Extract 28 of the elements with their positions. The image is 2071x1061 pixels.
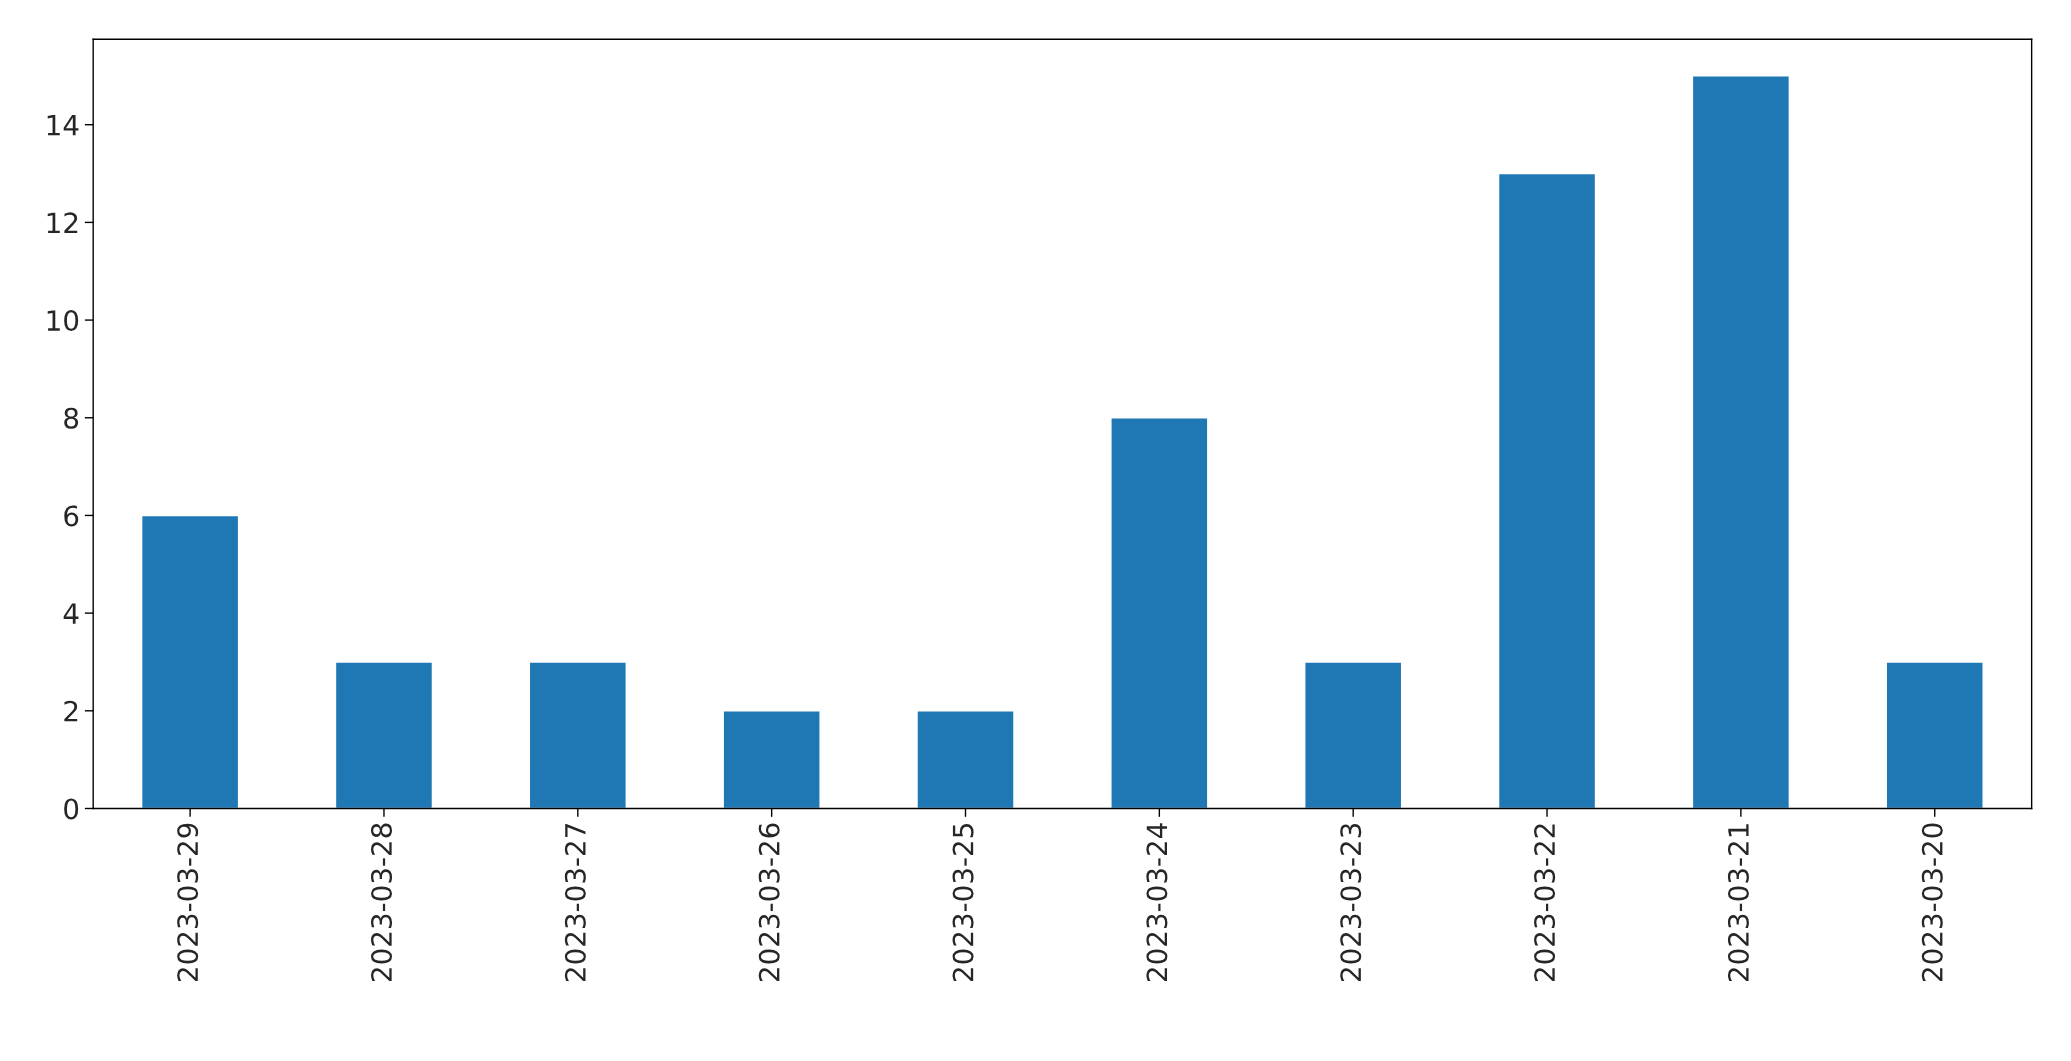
- y-tick-label: 14: [47, 115, 79, 136]
- bar: [334, 661, 434, 809]
- x-tick-label: 2023-03-26: [758, 823, 780, 982]
- bar: [140, 514, 240, 809]
- x-tick-label: 2023-03-21: [1727, 824, 1749, 982]
- y-tick-label: 8: [64, 407, 79, 429]
- bar: [528, 661, 627, 809]
- bar: [916, 710, 1015, 809]
- x-tick-label: 2023-03-20: [1921, 823, 1943, 982]
- bar: [1304, 661, 1403, 809]
- x-tick-label: 2023-03-22: [1534, 824, 1556, 982]
- x-tick-label: 2023-03-27: [564, 824, 586, 982]
- x-tick-label: 2023-03-24: [1146, 823, 1168, 982]
- y-tick-label: 10: [47, 310, 79, 332]
- y-tick-label: 2: [64, 700, 78, 722]
- bar: [1691, 75, 1791, 809]
- y-tick-label: 4: [63, 603, 79, 624]
- bar: [722, 710, 821, 809]
- x-tick-label: 2023-03-28: [371, 823, 393, 982]
- x-tick-label: 2023-03-25: [952, 824, 974, 982]
- bar: [1885, 661, 1984, 809]
- bar: [1110, 417, 1209, 809]
- y-tick-label: 6: [64, 505, 79, 527]
- x-tick-label: 2023-03-29: [177, 823, 199, 982]
- y-tick-label: 12: [47, 212, 78, 233]
- y-tick-label: 0: [64, 798, 79, 820]
- x-tick-label: 2023-03-23: [1340, 823, 1362, 982]
- bar: [1497, 172, 1597, 809]
